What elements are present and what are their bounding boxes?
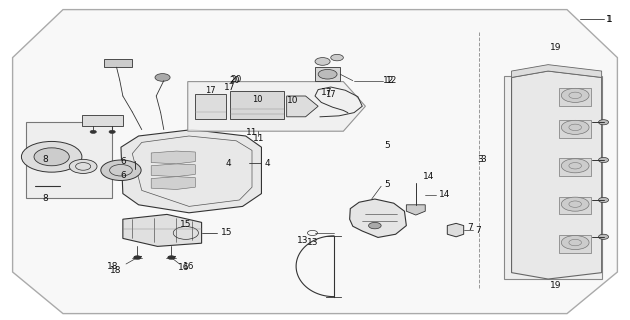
Circle shape: [318, 69, 337, 79]
Text: 14: 14: [438, 190, 450, 199]
Circle shape: [134, 256, 141, 260]
Circle shape: [561, 88, 589, 102]
Polygon shape: [82, 115, 123, 126]
Text: 15: 15: [180, 220, 191, 229]
Bar: [26, 122, 112, 198]
Text: 1: 1: [607, 15, 612, 24]
Bar: [559, 197, 591, 214]
Polygon shape: [512, 65, 602, 77]
Text: 13: 13: [297, 236, 309, 245]
Circle shape: [315, 58, 330, 65]
Text: 14: 14: [423, 172, 435, 181]
Bar: [504, 76, 602, 279]
Text: 18: 18: [110, 266, 121, 275]
Text: 16: 16: [178, 263, 189, 272]
Polygon shape: [350, 199, 406, 237]
Text: 15: 15: [220, 228, 232, 237]
Polygon shape: [287, 96, 318, 117]
Text: 4: 4: [265, 159, 270, 168]
Text: 20: 20: [231, 75, 242, 84]
Polygon shape: [447, 223, 464, 237]
Bar: [559, 88, 591, 106]
Text: 18: 18: [107, 262, 118, 271]
Polygon shape: [512, 71, 602, 279]
Circle shape: [561, 120, 589, 134]
Circle shape: [561, 236, 589, 250]
Text: 17: 17: [321, 88, 333, 97]
Text: 19: 19: [550, 43, 561, 52]
Text: 8: 8: [42, 156, 49, 164]
Text: 17: 17: [224, 83, 236, 92]
Text: 11: 11: [246, 128, 258, 137]
Circle shape: [90, 130, 96, 133]
Circle shape: [598, 120, 609, 125]
Text: 12: 12: [386, 76, 397, 85]
Circle shape: [168, 256, 175, 260]
Text: 8: 8: [42, 194, 49, 203]
Text: 3: 3: [480, 156, 486, 164]
Polygon shape: [123, 214, 202, 246]
Bar: [559, 235, 591, 253]
Polygon shape: [151, 151, 195, 164]
Circle shape: [109, 130, 115, 133]
Circle shape: [561, 159, 589, 173]
Text: 3: 3: [478, 156, 483, 164]
Circle shape: [598, 197, 609, 203]
Text: 12: 12: [383, 76, 394, 85]
Bar: [559, 158, 591, 176]
Text: 6: 6: [120, 157, 126, 166]
Circle shape: [369, 222, 381, 229]
Bar: [230, 91, 284, 119]
Polygon shape: [151, 177, 195, 189]
Text: 1: 1: [606, 15, 612, 24]
Text: 17: 17: [205, 86, 215, 95]
Circle shape: [598, 234, 609, 239]
Polygon shape: [121, 130, 261, 213]
Circle shape: [331, 54, 343, 61]
Text: 5: 5: [384, 180, 390, 189]
Polygon shape: [406, 205, 425, 215]
Text: 5: 5: [384, 141, 390, 150]
Text: 17: 17: [325, 90, 336, 99]
Bar: [104, 59, 132, 67]
Polygon shape: [315, 67, 340, 81]
Circle shape: [101, 160, 141, 180]
Text: 10: 10: [287, 96, 299, 105]
Circle shape: [34, 148, 69, 166]
Text: 13: 13: [307, 238, 319, 247]
Circle shape: [155, 74, 170, 81]
Polygon shape: [13, 10, 617, 314]
Circle shape: [21, 141, 82, 172]
Circle shape: [561, 197, 589, 211]
Bar: [195, 94, 226, 119]
Text: 4: 4: [226, 159, 231, 168]
Text: 7: 7: [467, 223, 473, 232]
Text: 10: 10: [252, 95, 262, 104]
Text: 11: 11: [253, 134, 264, 143]
Polygon shape: [151, 164, 195, 177]
Circle shape: [598, 157, 609, 163]
Circle shape: [69, 159, 97, 173]
Text: 6: 6: [120, 172, 126, 180]
Bar: [559, 120, 591, 138]
Text: 7: 7: [475, 226, 481, 235]
Polygon shape: [188, 82, 365, 131]
Text: 20: 20: [229, 76, 239, 85]
Text: 19: 19: [550, 281, 561, 290]
Text: 16: 16: [183, 262, 194, 271]
